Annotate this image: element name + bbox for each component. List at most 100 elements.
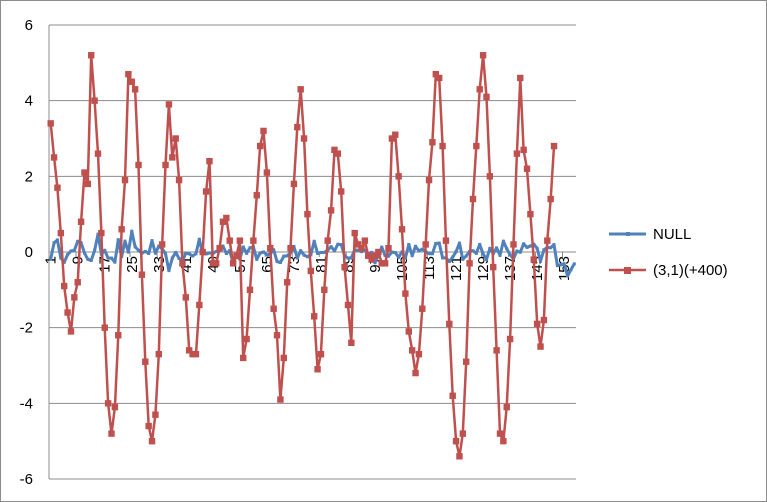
point-null bbox=[285, 254, 289, 258]
point-series-2 bbox=[493, 347, 500, 354]
point-series-2 bbox=[287, 245, 294, 252]
point-series-2 bbox=[446, 320, 453, 328]
point-series-2 bbox=[145, 422, 152, 430]
point-null bbox=[272, 248, 276, 252]
y-tick-label: 4 bbox=[25, 93, 33, 110]
point-null bbox=[52, 241, 56, 245]
point-series-2 bbox=[219, 218, 227, 225]
point-series-2 bbox=[158, 241, 166, 248]
point-series-2 bbox=[277, 396, 284, 403]
point-series-2 bbox=[452, 437, 460, 445]
point-series-2 bbox=[523, 165, 531, 172]
point-null bbox=[373, 261, 377, 265]
point-null bbox=[346, 256, 350, 260]
point-series-2 bbox=[283, 279, 291, 286]
point-series-2 bbox=[344, 301, 352, 309]
point-series-2 bbox=[67, 328, 75, 335]
point-series-2 bbox=[358, 245, 365, 252]
point-null bbox=[207, 251, 211, 255]
point-null bbox=[457, 241, 461, 245]
point-series-2 bbox=[419, 305, 426, 312]
point-null bbox=[299, 249, 303, 253]
point-null bbox=[72, 248, 76, 252]
point-null bbox=[430, 252, 434, 256]
point-null bbox=[305, 255, 309, 259]
point-series-2 bbox=[138, 271, 146, 278]
point-series-2 bbox=[490, 263, 497, 271]
point-null bbox=[147, 251, 151, 255]
point-null bbox=[214, 249, 218, 253]
point-null bbox=[535, 246, 539, 250]
point-null bbox=[113, 260, 117, 264]
point-null bbox=[66, 253, 70, 257]
point-series-2 bbox=[483, 93, 490, 101]
point-null bbox=[498, 253, 502, 257]
point-null bbox=[133, 245, 137, 249]
point-series-2 bbox=[351, 229, 358, 237]
point-null bbox=[278, 260, 282, 264]
point-null bbox=[312, 239, 316, 243]
point-null bbox=[427, 252, 431, 256]
point-series-2 bbox=[155, 350, 162, 358]
y-tick-label: -2 bbox=[20, 320, 33, 337]
point-null bbox=[572, 262, 576, 266]
point-null bbox=[204, 252, 208, 256]
point-series-2 bbox=[321, 286, 328, 294]
legend-item-series-2: (3,1)(+400) bbox=[609, 262, 728, 279]
point-series-2 bbox=[496, 430, 504, 437]
point-series-2 bbox=[402, 290, 409, 297]
point-null bbox=[103, 248, 107, 252]
point-series-2 bbox=[101, 324, 108, 331]
point-series-2 bbox=[368, 256, 375, 263]
point-null bbox=[109, 256, 113, 260]
point-null bbox=[407, 242, 411, 246]
point-null bbox=[387, 254, 391, 258]
series-line-series-2 bbox=[49, 54, 556, 458]
legend-label-null: NULL bbox=[653, 226, 691, 243]
point-series-2 bbox=[128, 78, 135, 85]
point-null bbox=[555, 264, 559, 268]
point-null bbox=[349, 256, 353, 260]
point-null bbox=[316, 251, 320, 255]
point-null bbox=[194, 252, 198, 256]
point-series-2 bbox=[510, 241, 517, 248]
point-series-2 bbox=[213, 260, 220, 267]
legend-marker-series-2 bbox=[624, 267, 631, 274]
point-series-2 bbox=[199, 248, 206, 256]
point-null bbox=[505, 247, 509, 251]
point-null bbox=[106, 256, 110, 260]
point-series-2 bbox=[476, 86, 483, 93]
point-series-2 bbox=[354, 241, 362, 248]
point-null bbox=[275, 259, 279, 263]
point-null bbox=[255, 257, 259, 261]
point-null bbox=[295, 256, 299, 260]
point-null bbox=[471, 249, 475, 253]
point-series-2 bbox=[206, 158, 213, 165]
legend-marker-null bbox=[626, 232, 630, 236]
point-series-2 bbox=[388, 135, 396, 142]
point-null bbox=[174, 250, 178, 254]
point-null bbox=[329, 245, 333, 249]
point-null bbox=[69, 249, 73, 253]
y-tick-label: -6 bbox=[20, 471, 33, 488]
point-null bbox=[542, 248, 546, 252]
point-null bbox=[461, 257, 465, 261]
point-null bbox=[464, 254, 468, 258]
point-series-2 bbox=[152, 411, 159, 418]
point-null bbox=[549, 246, 553, 250]
x-tick-label: 121 bbox=[448, 256, 465, 281]
point-series-2 bbox=[398, 226, 406, 233]
point-null bbox=[332, 249, 336, 253]
point-null bbox=[447, 260, 451, 264]
point-series-2 bbox=[196, 301, 203, 309]
point-null bbox=[515, 249, 519, 253]
point-series-2 bbox=[365, 252, 372, 259]
point-series-2 bbox=[381, 260, 389, 267]
point-series-2 bbox=[537, 343, 544, 350]
point-null bbox=[187, 252, 191, 256]
point-series-2 bbox=[226, 237, 233, 244]
point-null bbox=[451, 255, 455, 259]
point-series-2 bbox=[169, 154, 176, 161]
point-null bbox=[525, 245, 529, 249]
